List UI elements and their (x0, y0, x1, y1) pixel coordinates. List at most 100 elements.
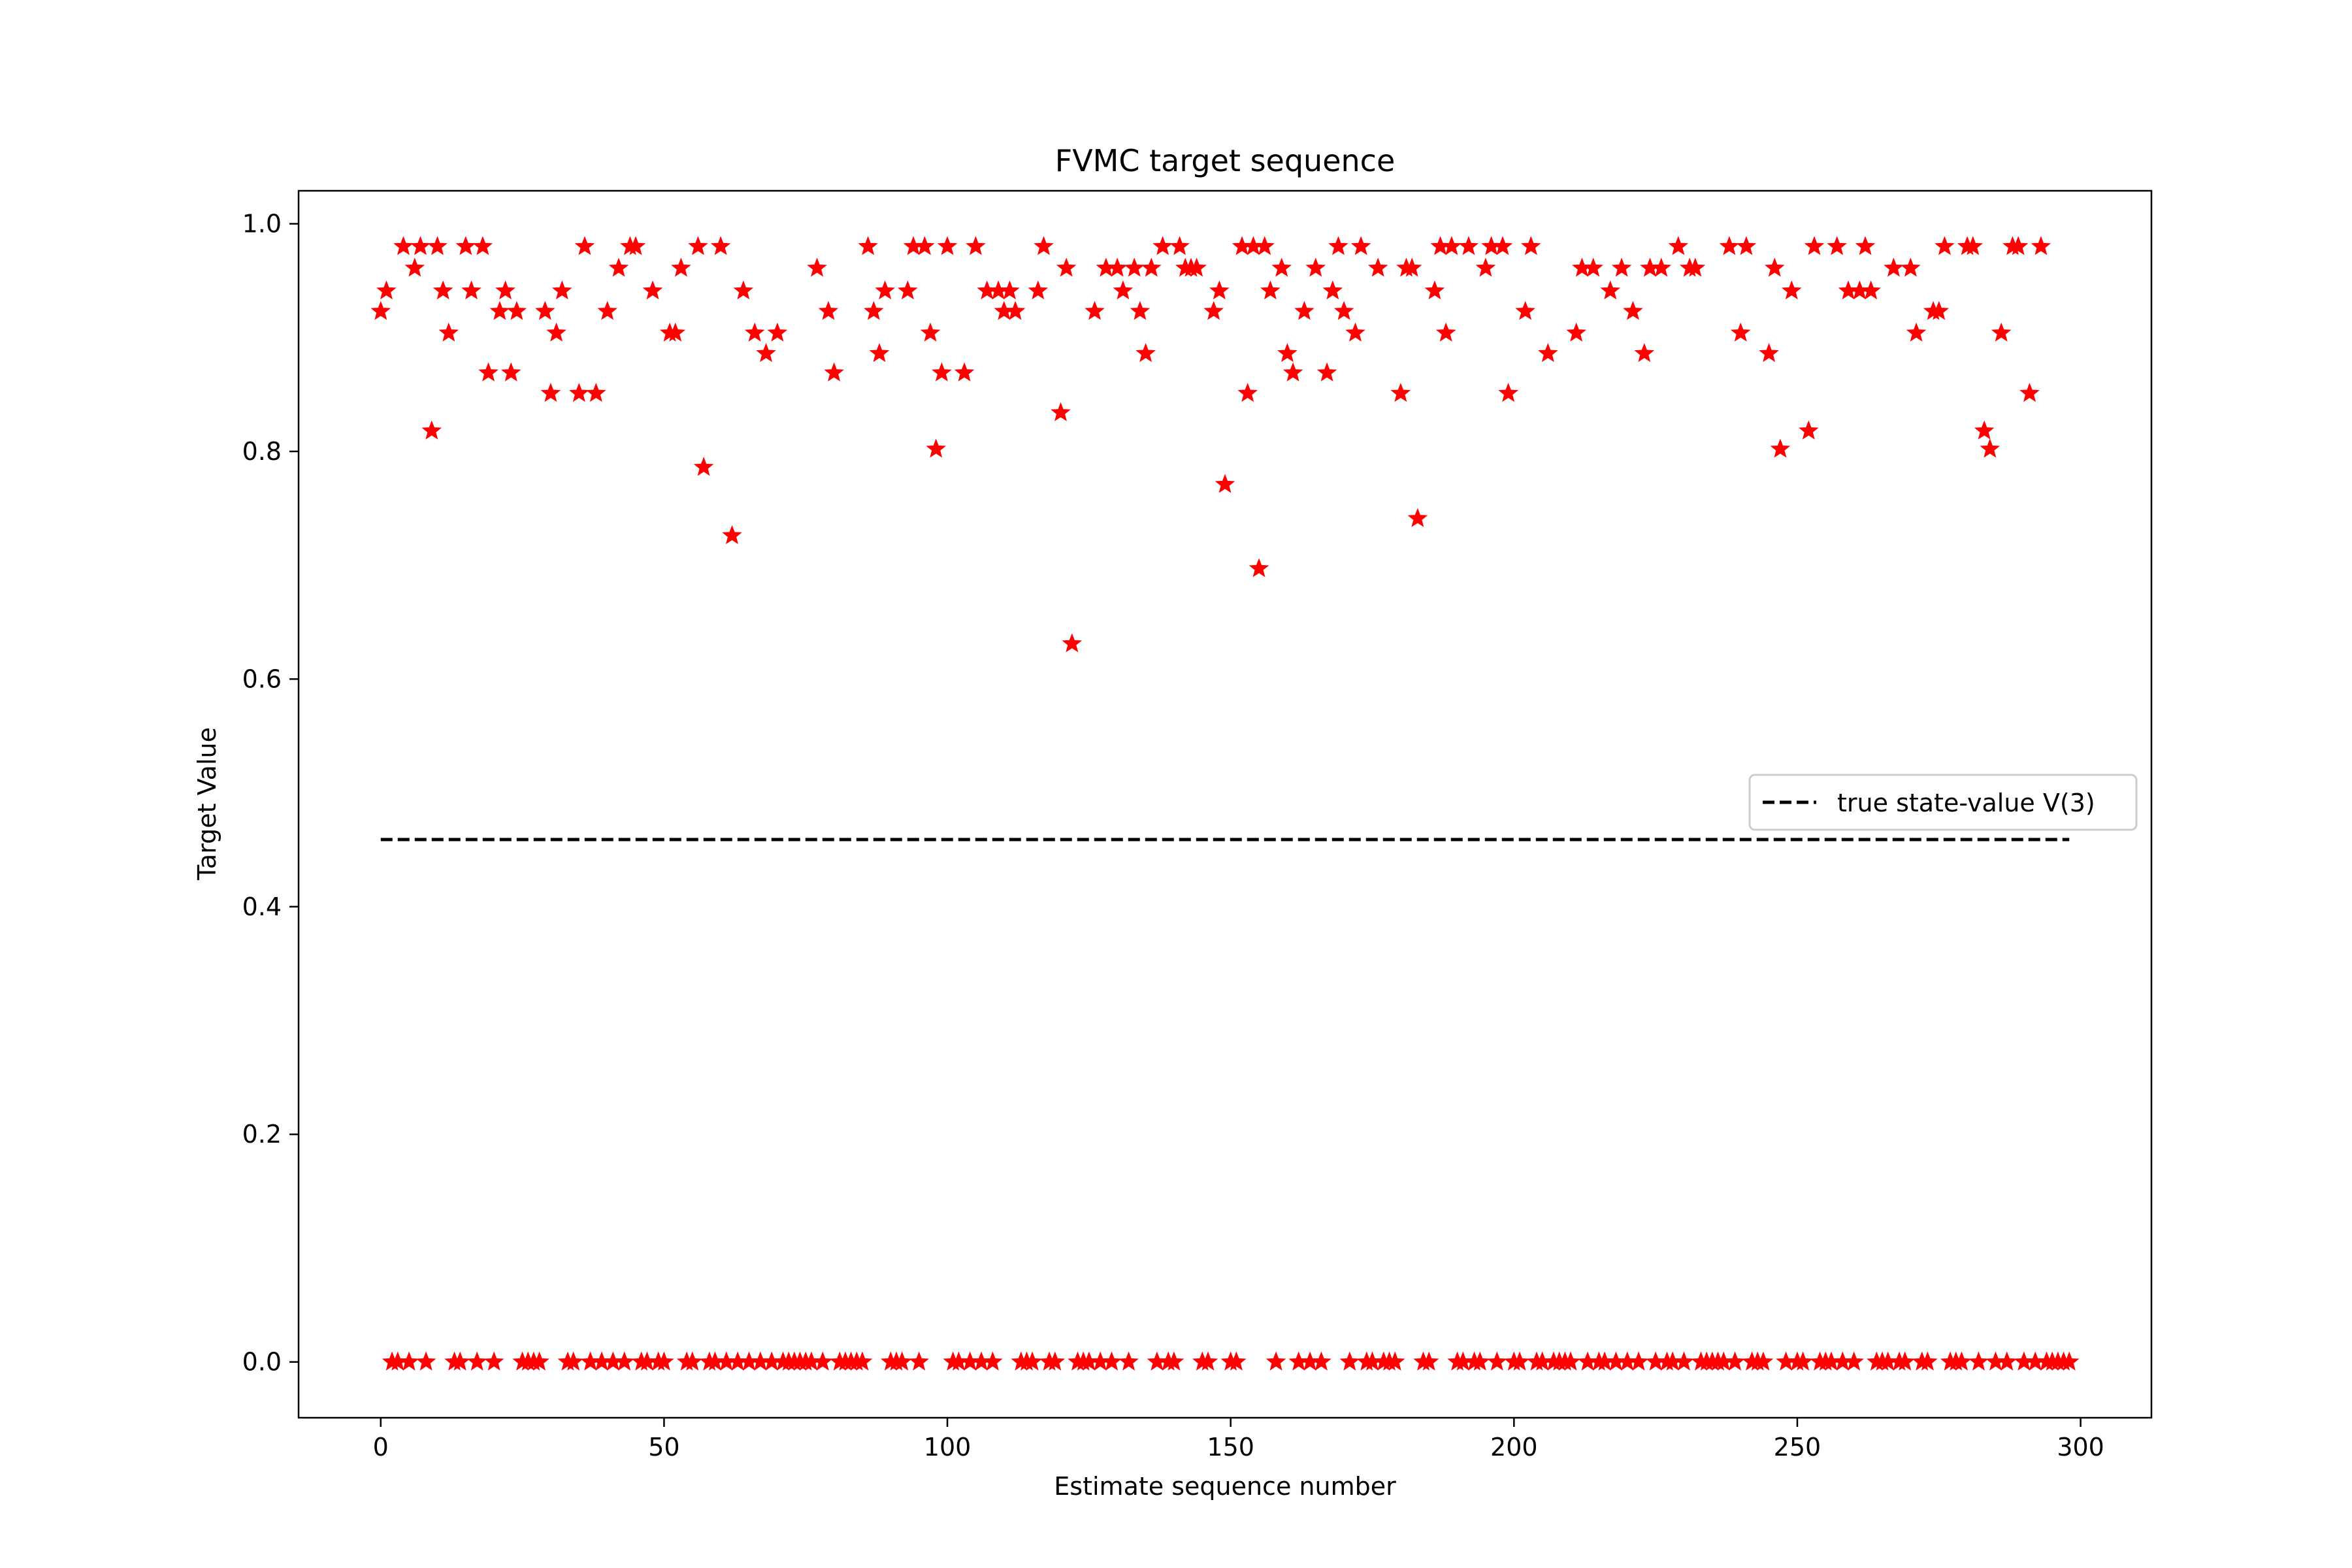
data-point-star (954, 362, 975, 382)
y-tick-label: 0.0 (242, 1348, 282, 1377)
data-point-star (1424, 280, 1445, 300)
data-point-star (1124, 257, 1145, 277)
data-point-star (1441, 236, 1462, 255)
data-point-star (1634, 342, 1655, 363)
data-point-star (1418, 1351, 1439, 1371)
data-point-star (495, 280, 515, 300)
data-point-star (1028, 280, 1049, 300)
data-point-star (1102, 1351, 1122, 1371)
data-point-star (500, 362, 521, 382)
data-point-star (1770, 438, 1791, 458)
data-point-star (1492, 236, 1513, 255)
data-point-star (1974, 420, 1995, 440)
axes: 0 50 100 150 200 250 300 0.0 0.2 0.4 0.6 0.8 1.0 (242, 189, 2153, 1462)
data-point-star (1730, 322, 1751, 342)
y-axis-label: Target Value (193, 727, 221, 881)
data-point-star (393, 236, 414, 255)
data-point-star (1901, 257, 1921, 277)
data-point-star (427, 236, 448, 255)
data-point-star (1226, 1351, 1247, 1371)
data-point-star (1141, 257, 1162, 277)
data-point-star (693, 457, 714, 476)
data-point-star (1929, 301, 1950, 320)
data-point-star (858, 236, 878, 255)
data-point-star (1799, 420, 1819, 440)
legend: true state-value V(3) (1748, 774, 2138, 831)
data-point-star (1827, 236, 1847, 255)
data-point-star (569, 383, 589, 402)
data-point-star (733, 280, 754, 300)
data-point-star (1651, 257, 1672, 277)
data-point-star (1316, 362, 1337, 382)
data-point-star (1861, 280, 1881, 300)
data-point-star (540, 383, 561, 402)
data-point-star (1305, 257, 1326, 277)
data-point-star (535, 301, 555, 320)
data-point-star (1884, 257, 1904, 277)
data-point-star (1350, 236, 1371, 255)
y-tick-label: 0.2 (242, 1120, 282, 1149)
data-point-star (1782, 280, 1802, 300)
data-point-star (807, 257, 827, 277)
data-point-star (671, 257, 691, 277)
data-point-star (756, 342, 776, 363)
data-point-star (1844, 1351, 1864, 1371)
data-point-star (688, 236, 708, 255)
data-point-star (1130, 301, 1151, 320)
data-point-star (1980, 438, 2001, 458)
data-point-star (2031, 236, 2051, 255)
data-point-star (1051, 402, 1071, 421)
data-point-star (1119, 1351, 1139, 1371)
data-point-star (966, 236, 986, 255)
data-point-star (506, 301, 527, 320)
data-point-star (489, 301, 510, 320)
data-point-star (1254, 236, 1275, 255)
data-point-star (682, 1351, 703, 1371)
data-point-star (410, 236, 431, 255)
data-point-star (665, 322, 686, 342)
data-point-star (455, 236, 476, 255)
data-point-star (1470, 1351, 1490, 1371)
data-point-star (1719, 236, 1740, 255)
data-point-star (869, 343, 890, 363)
data-point-star (898, 280, 918, 300)
data-point-star (1198, 1351, 1218, 1371)
data-point-star (1339, 1351, 1360, 1371)
data-point-star (1271, 257, 1292, 277)
data-point-star (1135, 342, 1156, 363)
data-point-star (722, 525, 742, 544)
data-point-star (552, 280, 572, 300)
data-point-star (1215, 474, 1235, 493)
data-point-star (466, 1351, 487, 1371)
data-point-star (1855, 236, 1876, 255)
x-tick-label: 200 (1490, 1433, 1538, 1462)
data-point-star (529, 1351, 549, 1371)
x-tick-label: 100 (924, 1433, 972, 1462)
data-marks (370, 236, 2080, 1371)
data-point-star (370, 301, 391, 320)
data-point-star (1935, 236, 1955, 255)
data-point-star (1062, 633, 1083, 653)
data-point-star (1963, 236, 1984, 255)
data-point-star (1475, 257, 1496, 277)
data-point-star (1685, 257, 1706, 277)
data-point-star (416, 1351, 436, 1371)
data-point-star (1260, 280, 1281, 300)
data-point-star (1628, 1351, 1649, 1371)
data-point-star (1164, 1351, 1184, 1371)
data-point-star (824, 362, 844, 382)
data-point-star (1311, 1351, 1331, 1371)
legend-label: true state-value V(3) (1837, 789, 2095, 817)
data-point-star (767, 322, 788, 342)
data-point-star (1034, 236, 1054, 255)
data-point-star (1203, 301, 1224, 320)
data-point-star (1266, 1351, 1286, 1371)
data-point-star (563, 1351, 583, 1371)
data-point-star (1435, 322, 1456, 342)
data-point-star (597, 301, 617, 320)
data-point-star (1793, 1351, 1813, 1371)
data-point-star (1623, 301, 1643, 320)
data-point-star (1487, 1351, 1507, 1371)
data-point-star (1045, 1351, 1066, 1371)
